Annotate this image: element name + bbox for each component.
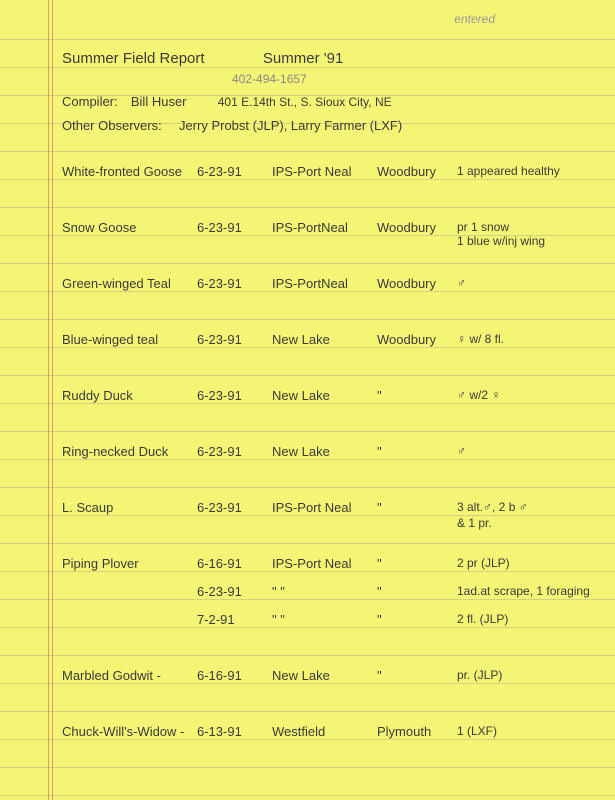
location: New Lake — [272, 388, 377, 403]
location — [272, 234, 377, 248]
compiler-address: 401 E.14th St., S. Sioux City, NE — [218, 95, 392, 109]
report-title: Summer Field Report — [62, 50, 205, 67]
observation-row: Blue-winged teal6-23-91New LakeWoodbury♀… — [62, 332, 605, 347]
compiler-name: Bill Huser — [131, 94, 187, 109]
observers-names: Jerry Probst (JLP), Larry Farmer (LXF) — [179, 118, 402, 133]
species-name: Blue-winged teal — [62, 332, 197, 347]
location: " " — [272, 584, 377, 599]
observation-date — [197, 234, 272, 248]
location: New Lake — [272, 444, 377, 459]
margin-rule-1 — [48, 0, 49, 800]
county: " — [377, 444, 457, 459]
county: " — [377, 500, 457, 515]
location: New Lake — [272, 332, 377, 347]
county: " — [377, 612, 457, 627]
location: IPS-Port Neal — [272, 164, 377, 179]
location: IPS-PortNeal — [272, 276, 377, 291]
species-name: Ruddy Duck — [62, 388, 197, 403]
location: IPS-PortNeal — [272, 220, 377, 235]
county — [377, 234, 457, 248]
margin-rule-2 — [52, 0, 53, 800]
notes: & 1 pr. — [457, 516, 605, 530]
species-name: Chuck-Will's-Widow - — [62, 724, 197, 739]
observation-row: Green-winged Teal6-23-91IPS-PortNealWood… — [62, 276, 605, 291]
county: Woodbury — [377, 332, 457, 347]
notes: 2 fl. (JLP) — [457, 612, 605, 627]
observation-row: Ring-necked Duck6-23-91New Lake"♂ — [62, 444, 605, 459]
observation-row: & 1 pr. — [62, 516, 605, 530]
notes: ♀ w/ 8 fl. — [457, 332, 605, 347]
compiler-label: Compiler: — [62, 94, 118, 109]
observation-date — [197, 516, 272, 530]
notes: 3 alt.♂, 2 b ♂ — [457, 500, 605, 515]
species-name — [62, 516, 197, 530]
observation-row: White-fronted Goose6-23-91IPS-Port NealW… — [62, 164, 605, 179]
county: Woodbury — [377, 220, 457, 235]
observation-row: Marbled Godwit -6-16-91New Lake"pr. (JLP… — [62, 668, 605, 683]
observation-date: 6-23-91 — [197, 584, 272, 599]
species-name: Piping Plover — [62, 556, 197, 571]
notes: pr 1 snow — [457, 220, 605, 235]
notes: 2 pr (JLP) — [457, 556, 605, 571]
observation-row: Ruddy Duck6-23-91New Lake"♂ w/2 ♀ — [62, 388, 605, 403]
observation-date: 6-23-91 — [197, 164, 272, 179]
species-name — [62, 234, 197, 248]
location: IPS-Port Neal — [272, 500, 377, 515]
county — [377, 516, 457, 530]
notes: 1ad.at scrape, 1 foraging — [457, 584, 605, 599]
observation-date: 6-23-91 — [197, 332, 272, 347]
observation-date: 6-16-91 — [197, 556, 272, 571]
notes: 1 appeared healthy — [457, 164, 605, 179]
location: " " — [272, 612, 377, 627]
location — [272, 516, 377, 530]
county: " — [377, 556, 457, 571]
observation-row: Chuck-Will's-Widow -6-13-91WestfieldPlym… — [62, 724, 605, 739]
location: Westfield — [272, 724, 377, 739]
observation-row: Snow Goose6-23-91IPS-PortNealWoodburypr … — [62, 220, 605, 235]
legal-pad-paper: entered Summer Field Report Summer '91 4… — [0, 0, 615, 800]
observation-date: 6-23-91 — [197, 276, 272, 291]
observation-row: 7-2-91" ""2 fl. (JLP) — [62, 612, 605, 627]
pencil-annotation: entered — [454, 12, 495, 26]
observation-row: 6-23-91" ""1ad.at scrape, 1 foraging — [62, 584, 605, 599]
location: New Lake — [272, 668, 377, 683]
observation-date: 6-23-91 — [197, 500, 272, 515]
observation-row: 1 blue w/inj wing — [62, 234, 605, 248]
notes: ♂ w/2 ♀ — [457, 388, 605, 403]
observation-date: 6-16-91 — [197, 668, 272, 683]
species-name — [62, 584, 197, 599]
notes: pr. (JLP) — [457, 668, 605, 683]
species-name: L. Scaup — [62, 500, 197, 515]
species-name: Green-winged Teal — [62, 276, 197, 291]
notes: ♂ — [457, 276, 605, 291]
county: Plymouth — [377, 724, 457, 739]
observation-date: 6-23-91 — [197, 388, 272, 403]
county: " — [377, 668, 457, 683]
county: " — [377, 584, 457, 599]
county: " — [377, 388, 457, 403]
observers-label: Other Observers: — [62, 118, 162, 133]
report-season: Summer '91 — [263, 50, 343, 67]
location: IPS-Port Neal — [272, 556, 377, 571]
species-name: Marbled Godwit - — [62, 668, 197, 683]
species-name — [62, 612, 197, 627]
notes: ♂ — [457, 444, 605, 459]
species-name: Ring-necked Duck — [62, 444, 197, 459]
observation-date: 7-2-91 — [197, 612, 272, 627]
county: Woodbury — [377, 164, 457, 179]
species-name: White-fronted Goose — [62, 164, 197, 179]
observation-date: 6-13-91 — [197, 724, 272, 739]
notes: 1 (LXF) — [457, 724, 605, 739]
phone-number: 402-494-1657 — [232, 72, 307, 86]
observation-date: 6-23-91 — [197, 444, 272, 459]
county: Woodbury — [377, 276, 457, 291]
observation-row: L. Scaup6-23-91IPS-Port Neal"3 alt.♂, 2 … — [62, 500, 605, 515]
notes: 1 blue w/inj wing — [457, 234, 605, 248]
observation-row: Piping Plover6-16-91IPS-Port Neal"2 pr (… — [62, 556, 605, 571]
species-name: Snow Goose — [62, 220, 197, 235]
observation-date: 6-23-91 — [197, 220, 272, 235]
